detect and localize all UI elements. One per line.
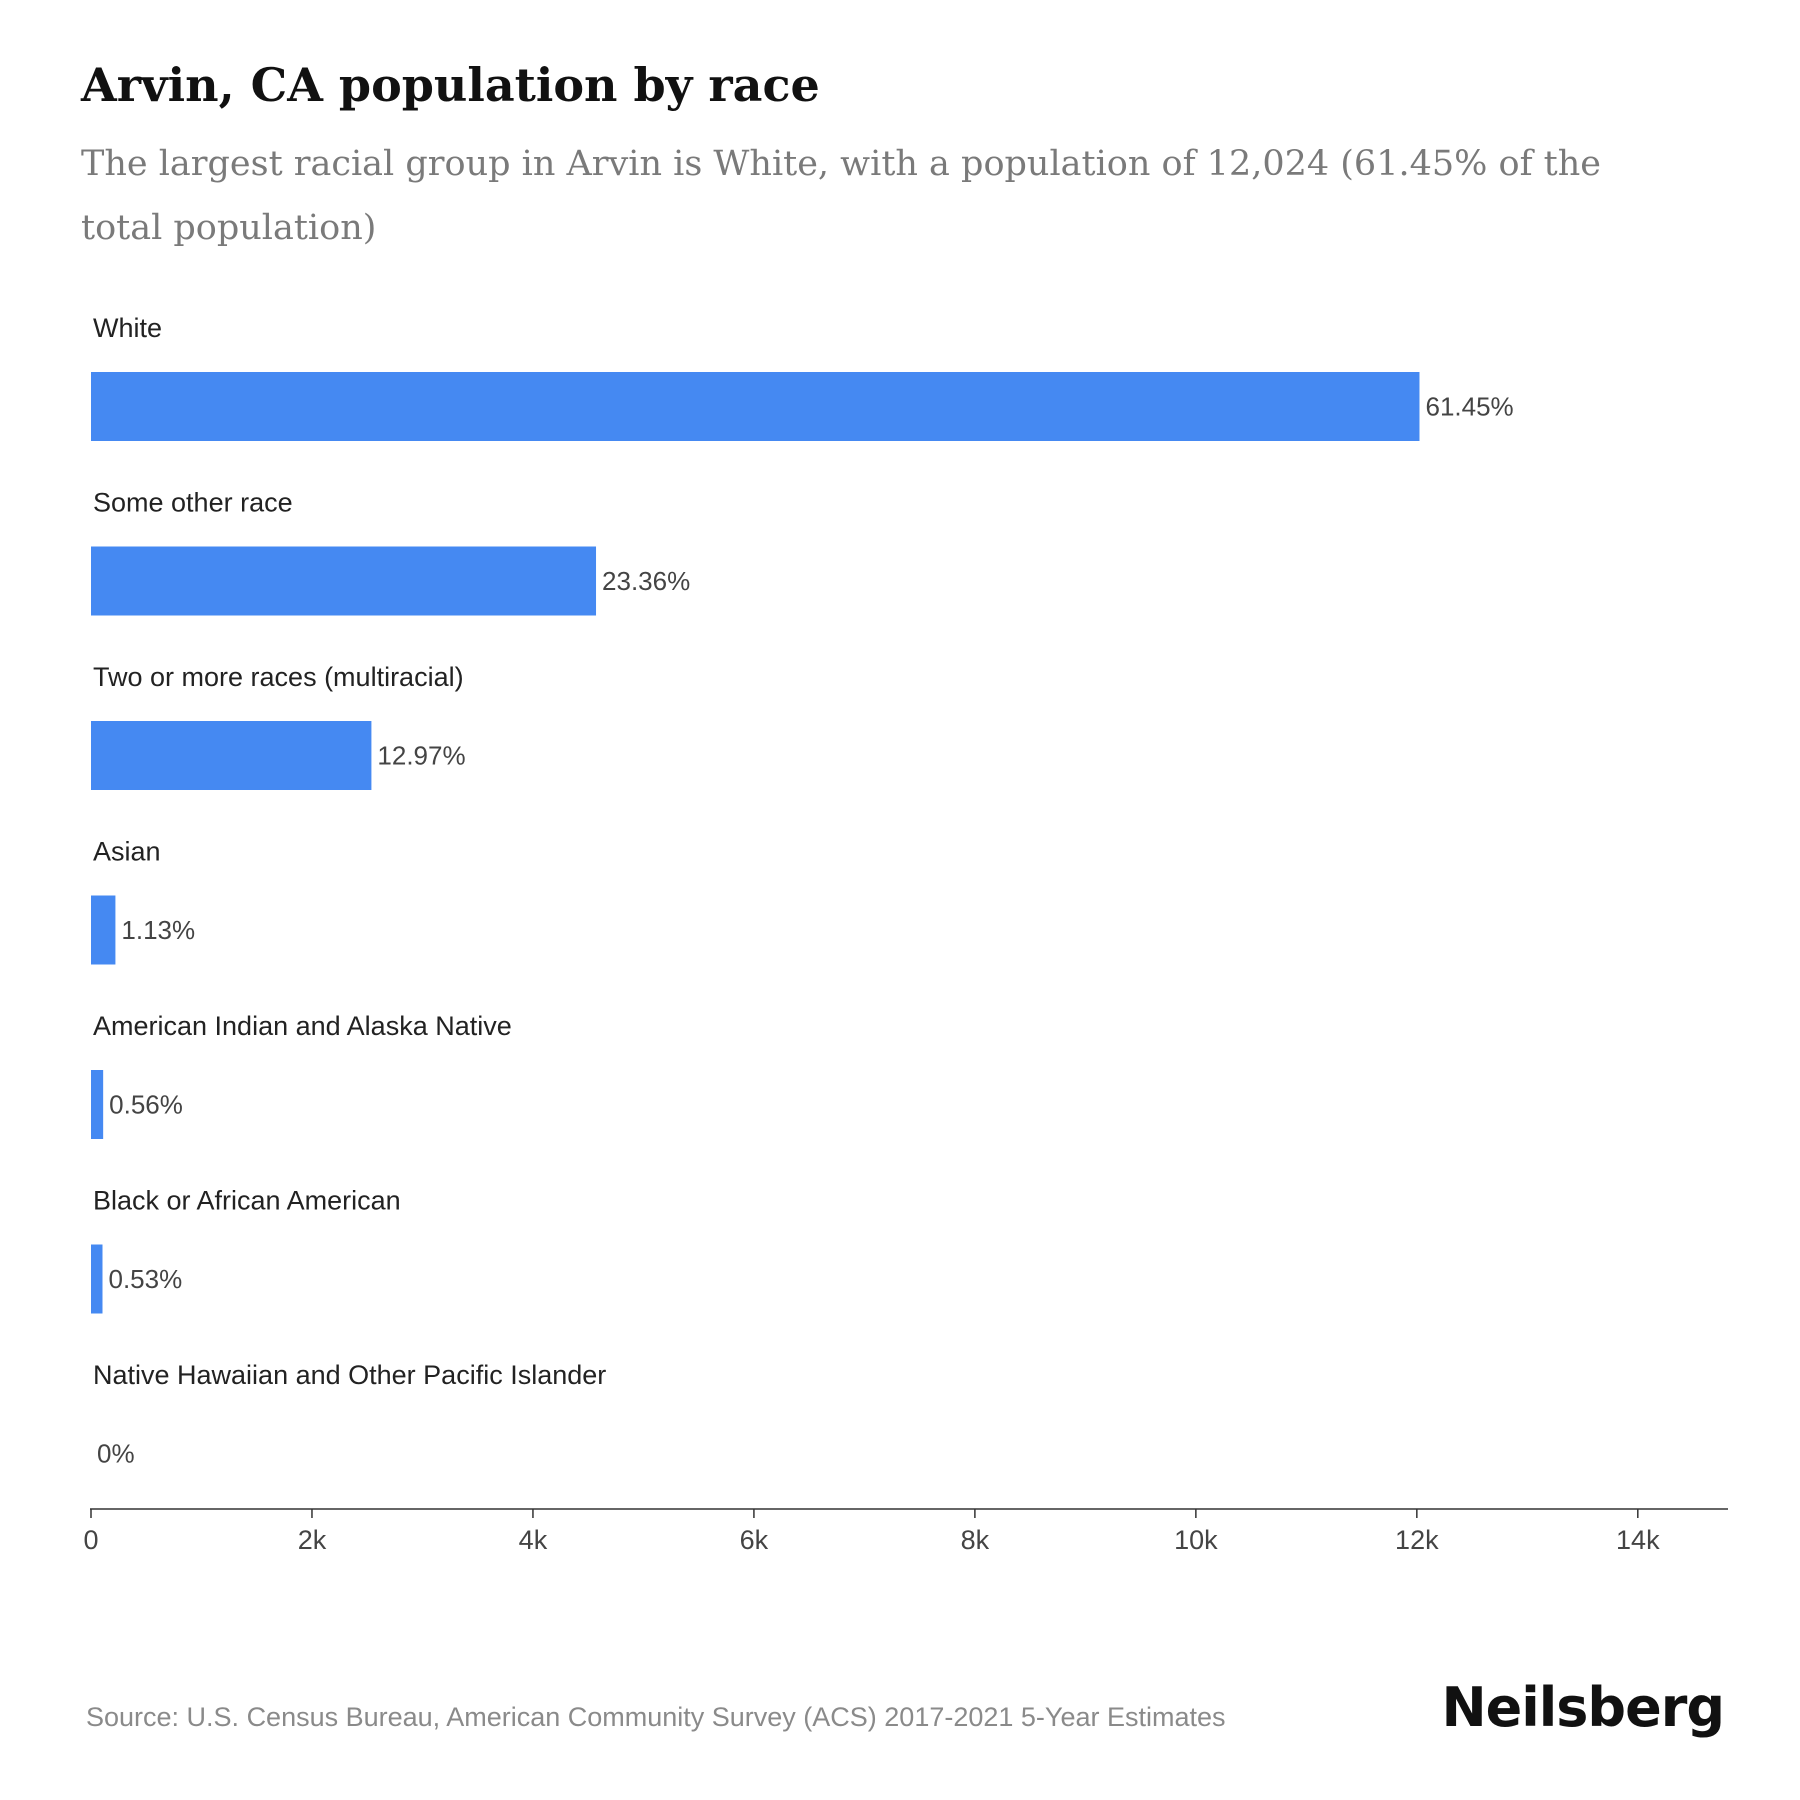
data-label: 0.53% <box>108 1264 182 1294</box>
x-axis: 0 2k 4k 6k 8k 10k 12k 14k <box>83 1508 1728 1555</box>
x-tick-label: 2k <box>298 1525 327 1555</box>
bar <box>91 372 1420 441</box>
bar <box>91 895 116 965</box>
category-label: Some other race <box>93 488 293 518</box>
x-tick-label: 6k <box>740 1525 769 1555</box>
bars-layer: White 61.45% Some other race 23.36% Two or m… <box>91 313 1514 1469</box>
x-tick-label: 0 <box>83 1525 98 1555</box>
bar <box>91 721 372 790</box>
x-tick-label: 4k <box>519 1525 548 1555</box>
bar <box>91 546 597 616</box>
data-label: 12.97% <box>377 741 465 771</box>
data-label: 23.36% <box>602 566 690 596</box>
data-label: 0.56% <box>109 1090 183 1120</box>
bar <box>91 1244 103 1314</box>
bar <box>91 1070 104 1139</box>
chart-title: Arvin, CA population by race <box>81 58 820 112</box>
data-label: 1.13% <box>121 915 195 945</box>
category-label: American Indian and Alaska Native <box>93 1011 512 1041</box>
chart-subtitle: The largest racial group in Arvin is Whi… <box>81 144 1601 248</box>
category-label: White <box>93 313 162 343</box>
source-note: Source: U.S. Census Bureau, American Com… <box>86 1702 1226 1732</box>
x-tick-label: 8k <box>961 1525 990 1555</box>
data-label: 0% <box>97 1439 135 1469</box>
category-label: Native Hawaiian and Other Pacific Island… <box>93 1360 606 1390</box>
x-tick-label: 14k <box>1616 1525 1660 1555</box>
category-label: Black or African American <box>93 1186 401 1216</box>
brand-logo: Neilsberg <box>1441 1676 1725 1739</box>
category-label: Asian <box>93 837 161 867</box>
data-label: 61.45% <box>1425 392 1513 422</box>
x-tick-label: 10k <box>1174 1525 1218 1555</box>
x-tick-label: 12k <box>1395 1525 1439 1555</box>
category-label: Two or more races (multiracial) <box>93 662 464 692</box>
